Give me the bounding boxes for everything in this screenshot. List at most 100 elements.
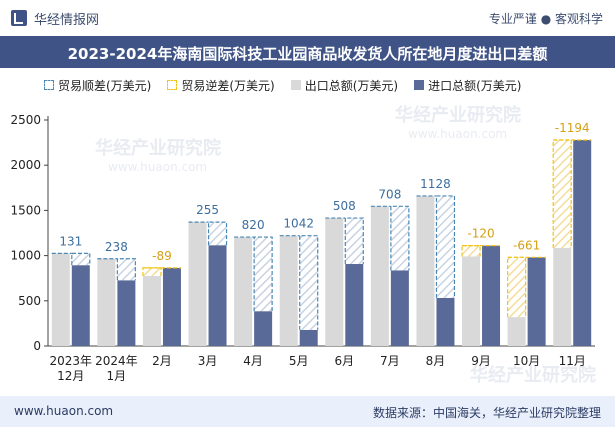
title-bar: 2023-2024年海南国际科技工业园商品收发货人所在地月度进出口差额 bbox=[0, 36, 615, 68]
y-tick-label: 0 bbox=[33, 339, 41, 353]
brand-logo-icon bbox=[11, 10, 27, 26]
surplus-fill bbox=[390, 206, 409, 271]
export-bar bbox=[325, 218, 344, 346]
y-tick-label: 500 bbox=[18, 294, 41, 308]
legend-item-import: 进口总额(万美元) bbox=[414, 76, 522, 94]
chart-title: 2023-2024年海南国际科技工业园商品收发货人所在地月度进出口差额 bbox=[67, 45, 548, 63]
import-bar bbox=[208, 245, 227, 346]
x-tick-label: 1月 bbox=[107, 369, 127, 383]
export-swatch bbox=[290, 80, 301, 90]
import-bar bbox=[436, 297, 455, 346]
export-bar bbox=[188, 222, 207, 346]
surplus-fill bbox=[436, 195, 455, 298]
legend-label-surplus: 贸易顺差(万美元) bbox=[58, 78, 152, 93]
surplus-outline bbox=[207, 221, 228, 246]
export-bar bbox=[553, 247, 572, 346]
surplus-fill bbox=[71, 253, 90, 266]
export-bar bbox=[142, 275, 161, 346]
surplus-value-label: 255 bbox=[196, 203, 219, 217]
bar-layer bbox=[51, 139, 592, 346]
x-tick-label: 9月 bbox=[471, 354, 491, 368]
surplus-value-label: 1042 bbox=[283, 217, 314, 231]
footer: www.huaon.com 数据来源：中国海关，华经产业研究院整理 bbox=[0, 396, 615, 427]
x-tick-label: 12月 bbox=[57, 369, 84, 383]
surplus-value-label: 820 bbox=[242, 218, 265, 232]
deficit-fill bbox=[553, 139, 572, 248]
x-tick-label: 2023年 bbox=[50, 354, 93, 368]
deficit-fill bbox=[462, 245, 481, 257]
x-tick-label: 8月 bbox=[426, 354, 446, 368]
legend-item-deficit: 贸易逆差(万美元) bbox=[167, 76, 275, 94]
surplus-outline bbox=[390, 205, 410, 271]
export-bar bbox=[462, 256, 481, 346]
import-swatch bbox=[414, 80, 425, 90]
x-tick-label: 2024年 bbox=[95, 354, 138, 368]
chart-area: 华经产业研究院华经产业研究院华经产业研究院www.huaon.comwww.hu… bbox=[10, 104, 596, 386]
x-tick-label: 4月 bbox=[243, 354, 263, 368]
y-tick-label: 1500 bbox=[10, 203, 41, 217]
surplus-fill bbox=[117, 258, 136, 281]
legend: 贸易顺差(万美元) 贸易逆差(万美元) 出口总额(万美元) 进口总额(万美元) bbox=[44, 76, 522, 94]
export-bar bbox=[370, 206, 389, 346]
surplus-value-label: 708 bbox=[378, 187, 401, 201]
deficit-value-label: -1194 bbox=[555, 121, 590, 135]
x-tick-label: 11月 bbox=[559, 354, 586, 368]
export-bar bbox=[234, 237, 253, 346]
watermark-text: 华经产业研究院 bbox=[395, 104, 521, 126]
surplus-outline bbox=[253, 236, 273, 312]
watermark-url: www.huaon.com bbox=[108, 160, 207, 174]
import-bar bbox=[482, 245, 501, 346]
x-tick-label: 6月 bbox=[334, 354, 354, 368]
export-bar bbox=[507, 317, 526, 346]
x-tick-label: 10月 bbox=[513, 354, 540, 368]
deficit-value-label: -120 bbox=[467, 227, 494, 241]
surplus-fill bbox=[254, 237, 273, 312]
y-tick-label: 1000 bbox=[10, 249, 41, 263]
axis-layer: 0 500 1000 1500 2000 2500 bbox=[10, 113, 595, 353]
surplus-outline bbox=[71, 252, 91, 266]
legend-item-export: 出口总额(万美元) bbox=[290, 76, 399, 94]
surplus-outline bbox=[299, 235, 319, 330]
import-bar bbox=[299, 329, 318, 346]
footer-source: 数据来源：中国海关，华经产业研究院整理 bbox=[372, 406, 601, 420]
surplus-swatch bbox=[44, 80, 54, 90]
x-tick-label: 2月 bbox=[152, 354, 172, 368]
watermark-text: 华经产业研究院 bbox=[95, 137, 221, 159]
import-bar bbox=[527, 257, 546, 346]
import-bar bbox=[573, 139, 592, 346]
import-bar bbox=[390, 270, 409, 346]
legend-label-deficit: 贸易逆差(万美元) bbox=[181, 78, 275, 93]
surplus-value-label: 508 bbox=[333, 199, 356, 213]
x-tick-label: 5月 bbox=[289, 354, 309, 368]
surplus-outline bbox=[435, 195, 456, 298]
import-bar bbox=[71, 265, 90, 346]
tagline: 专业严谨 ● 客观科学 bbox=[488, 12, 603, 26]
deficit-outline bbox=[142, 267, 162, 276]
deficit-value-label: -89 bbox=[152, 249, 172, 263]
surplus-value-label: 131 bbox=[59, 234, 82, 248]
surplus-outline bbox=[116, 258, 136, 281]
surplus-outline bbox=[344, 217, 364, 265]
watermark-text: 华经产业研究院 bbox=[470, 364, 596, 386]
import-bar bbox=[254, 311, 273, 346]
deficit-fill bbox=[507, 257, 526, 318]
import-bar bbox=[162, 267, 181, 346]
legend-label-import: 进口总额(万美元) bbox=[428, 78, 522, 93]
watermark-url: www.huaon.com bbox=[408, 127, 507, 141]
watermark-layer: 华经产业研究院华经产业研究院华经产业研究院www.huaon.comwww.hu… bbox=[95, 104, 596, 386]
deficit-swatch bbox=[167, 80, 178, 90]
surplus-value-label: 1128 bbox=[420, 177, 451, 191]
brand-name: 华经情报网 bbox=[34, 13, 100, 28]
surplus-fill bbox=[299, 235, 318, 330]
top-bar: 华经情报网 专业严谨 ● 客观科学 bbox=[0, 0, 615, 36]
legend-label-export: 出口总额(万美元) bbox=[304, 78, 399, 93]
footer-website: www.huaon.com bbox=[14, 404, 114, 418]
deficit-value-label: -661 bbox=[513, 238, 540, 252]
x-tick-label: 7月 bbox=[380, 354, 400, 368]
export-bar bbox=[279, 235, 298, 346]
export-bar bbox=[416, 195, 435, 346]
surplus-value-label: 238 bbox=[105, 240, 128, 254]
import-bar bbox=[345, 264, 364, 346]
import-bar bbox=[117, 280, 136, 346]
